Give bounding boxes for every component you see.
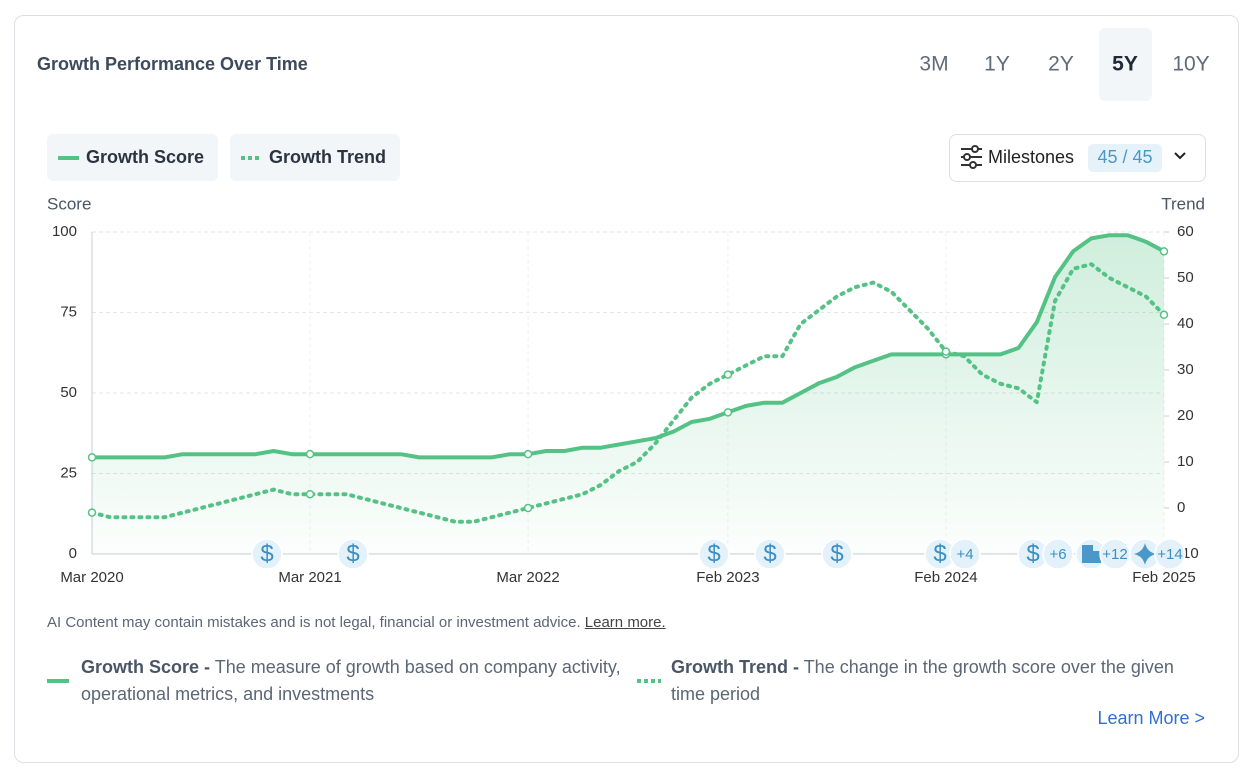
x-tick-label: Feb 2025 [1132, 569, 1195, 586]
range-button[interactable]: 5Y [1112, 53, 1138, 76]
milestone-label: $ [933, 540, 946, 567]
point-marker [723, 408, 733, 417]
x-tick-label: Feb 2024 [914, 569, 977, 586]
point-marker [1159, 247, 1169, 256]
y-tick-label: 25 [60, 464, 77, 481]
y-tick-label: 0 [69, 545, 77, 562]
milestones-count: 45 / 45 [1097, 147, 1152, 167]
milestone-label: $ [830, 540, 843, 567]
y2-tick-label: 40 [1177, 315, 1194, 332]
disclaimer: AI Content may contain mistakes and is n… [47, 611, 666, 635]
point-marker [723, 370, 733, 379]
legend-label: Growth Trend [269, 147, 386, 167]
milestone-label: +4 [956, 546, 973, 563]
milestone-label: +12 [1102, 546, 1127, 563]
y2-tick-label: 20 [1177, 407, 1194, 424]
y2-tick-label: 50 [1177, 269, 1194, 286]
legend-chip [230, 134, 400, 181]
x-tick-label: Feb 2023 [696, 569, 759, 586]
learn-more-link[interactable]: Learn more. [584, 614, 666, 631]
legend-chip [47, 134, 218, 181]
milestone-bubble [754, 538, 786, 570]
milestone-label: $ [260, 540, 273, 567]
milestone-bubble [251, 538, 283, 570]
legend-label: Growth Score [86, 147, 204, 167]
point-marker [941, 347, 951, 356]
point-marker [523, 449, 533, 459]
legend: Growth Score Growth Trend [58, 147, 386, 167]
point-marker [87, 508, 97, 517]
sparkle-icon [1134, 543, 1156, 565]
desc-term: Growth Score - [81, 657, 211, 677]
series-line [90, 262, 1166, 524]
y2-tick-label: 30 [1177, 361, 1194, 378]
disclaimer-text: AI Content may contain mistakes and is n… [47, 614, 581, 631]
milestone-label: $ [707, 540, 720, 567]
desc-text: The change in the growth score over the … [671, 657, 1174, 704]
y2-tick-label: 10 [1177, 453, 1194, 470]
score-area [92, 235, 1164, 554]
milestone-label: $ [763, 540, 776, 567]
x-tick-label: Mar 2020 [60, 569, 123, 586]
y-tick-label: 75 [60, 303, 77, 320]
title: Growth Performance Over Time [37, 54, 308, 74]
count-badge [1088, 144, 1162, 172]
milestones-label: Milestones [988, 147, 1074, 167]
y2-axis-label: Trend [1161, 194, 1205, 213]
milestone-label: +14 [1157, 546, 1182, 563]
point-marker [87, 453, 97, 462]
milestone-bubble [821, 538, 853, 570]
milestone-bubble [698, 538, 730, 570]
milestone-bubble [1154, 538, 1186, 570]
x-tick-label: Mar 2022 [496, 569, 559, 586]
milestone-label: $ [346, 540, 359, 567]
range-active-bg [1099, 28, 1152, 101]
building-icon [1082, 545, 1101, 563]
milestone-bubble [949, 538, 981, 570]
y2-tick-label: 0 [1177, 499, 1185, 516]
point-marker [523, 503, 533, 513]
x-tick-label: Mar 2021 [278, 569, 341, 586]
y-tick-label: 100 [52, 223, 77, 240]
point-marker [305, 449, 315, 459]
y2-tick-label: 60 [1177, 223, 1194, 240]
range-button[interactable]: 3M [919, 53, 948, 76]
milestone-label: +6 [1049, 546, 1066, 563]
point-marker [305, 489, 315, 499]
icon-part [1082, 545, 1093, 563]
filter-icon [961, 145, 982, 169]
range-buttons: 3M 1Y 2Y 5Y 10Y [919, 28, 1210, 101]
milestone-label: $ [1026, 540, 1039, 567]
chevron [1174, 152, 1186, 160]
range-button[interactable]: 2Y [1048, 53, 1074, 76]
y-tick-label: 50 [60, 384, 77, 401]
series-line [90, 233, 1166, 460]
range-button[interactable]: 1Y [984, 53, 1010, 76]
milestone-bubble [1042, 538, 1074, 570]
desc-trend: Growth Trend - The change in the growth … [671, 654, 1191, 708]
learn-more[interactable]: Learn More > [1097, 708, 1205, 728]
desc-score: Growth Score - The measure of growth bas… [81, 654, 621, 708]
plot: Score Trend0255075100-100102030405060Mar … [47, 194, 1205, 585]
milestone-bubble [1099, 538, 1131, 570]
range-button[interactable]: 10Y [1172, 53, 1209, 76]
card [14, 15, 1239, 763]
milestone-bubble [337, 538, 369, 570]
icon-part [1093, 551, 1101, 563]
point-marker [1159, 310, 1169, 320]
desc-text: The measure of growth based on company a… [81, 657, 621, 704]
y-axis-label: Score [47, 194, 91, 213]
desc-term: Growth Trend - [671, 657, 799, 677]
